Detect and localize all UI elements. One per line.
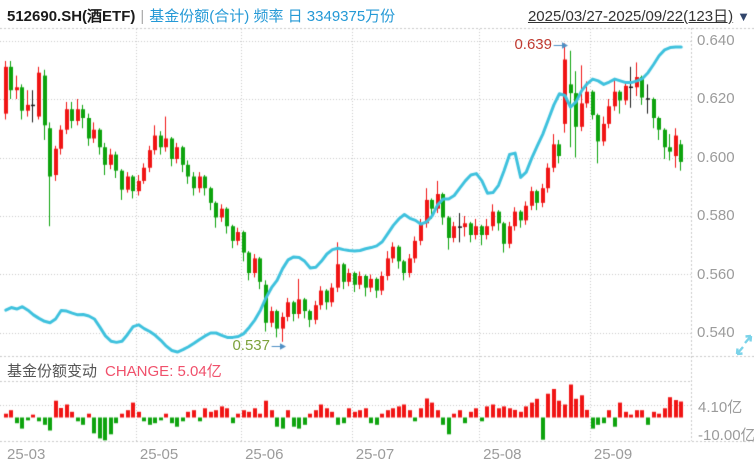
subpanel-title: 基金份额变动 (7, 363, 98, 380)
annotation-high-label: 0.639 (514, 36, 552, 53)
price-axis-label: 0.640 (697, 31, 735, 49)
x-axis-label: 25-05 (139, 446, 179, 463)
price-axis-label: 0.540 (697, 324, 735, 341)
change-value-label: CHANGE: 5.04亿 (105, 363, 222, 380)
x-axis-label: 25-07 (355, 446, 395, 463)
x-axis-label: 25-06 (245, 446, 284, 463)
price-axis-label: 0.620 (697, 90, 735, 107)
date-range-selector[interactable]: 2025/03/27-2025/09/22(123日) ▼ (528, 5, 750, 26)
dropdown-arrow-icon[interactable]: ▼ (737, 9, 750, 24)
symbol-text: 512690.SH(酒ETF) (7, 8, 136, 25)
x-axis-label: 25-09 (593, 446, 633, 463)
x-axis-label: 25-08 (483, 446, 522, 463)
x-axis-label: 25-03 (7, 446, 46, 463)
price-axis-label: 0.600 (697, 148, 735, 166)
price-axis-label: 0.560 (697, 265, 735, 283)
volume-axis-label: 4.10亿 (698, 398, 743, 416)
volume-axis-label: -10.00亿 (698, 427, 754, 444)
series-info-text: 基金份额(合计) 频率 日 3349375万份 (149, 8, 396, 25)
expand-icon[interactable] (735, 333, 753, 357)
annotation-low-label: 0.537 (232, 337, 270, 354)
header-separator: | (140, 8, 145, 25)
subpanel-header: 基金份额变动 CHANGE: 5.04亿 (7, 360, 222, 381)
chart-header: 512690.SH(酒ETF) | 基金份额(合计) 频率 日 3349375万份 (7, 5, 395, 26)
date-range-text[interactable]: 2025/03/27-2025/09/22(123日) (527, 8, 734, 25)
price-axis-label: 0.580 (697, 207, 735, 224)
